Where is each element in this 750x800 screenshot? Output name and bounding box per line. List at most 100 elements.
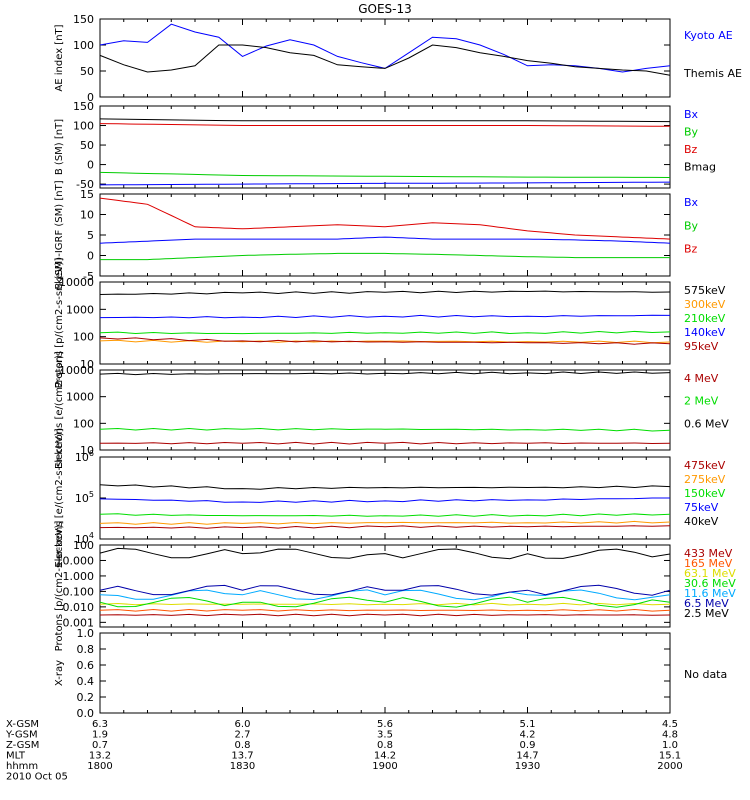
legend-label: Kyoto AE <box>684 29 733 42</box>
legend-label: Bmag <box>684 161 716 174</box>
legend-label: 150keV <box>684 487 726 500</box>
y-tick-label: 100 <box>73 417 94 430</box>
series-line-bx <box>99 236 671 244</box>
series-line-30-6-mev <box>99 596 671 608</box>
legend-label: 140keV <box>684 326 726 339</box>
y-tick-label: 0.0 <box>77 707 95 720</box>
footer-date: 2010 Oct 05 <box>6 772 68 783</box>
series-line-275kev <box>99 520 671 525</box>
series-line-0-6-mev <box>99 371 671 376</box>
footer-value: 0.9 <box>520 740 536 751</box>
y-tick-label: 0.2 <box>77 691 95 704</box>
legend-label: 95keV <box>684 340 719 353</box>
series-line-bz <box>99 197 671 240</box>
legend-label: Bz <box>684 243 698 256</box>
y-tick-label: 5 <box>87 229 94 242</box>
panel-frame <box>99 632 671 714</box>
legend-label: By <box>684 126 699 139</box>
y-tick-label: 150 <box>73 100 94 113</box>
series-line-4-mev <box>99 441 671 445</box>
y-axis-label: Electrons [e/(cm2-s-sr-keV)] <box>54 428 65 567</box>
footer-value: 1.0 <box>662 740 678 751</box>
legend: Kyoto AE Themis AE <box>683 29 742 80</box>
y-tick-label: 1000 <box>66 391 94 404</box>
panel-7: 0.0 0.2 0.4 0.6 0.8 1.0 X-ray No data <box>54 627 727 720</box>
y-tick-label: 0 <box>87 91 94 104</box>
series-line-575kev <box>99 290 671 295</box>
footer-value: 0.7 <box>92 740 108 751</box>
footer-value: 6.3 <box>92 719 108 730</box>
footer-value: 6.0 <box>235 719 251 730</box>
footer-value: 13.7 <box>231 751 253 762</box>
footer-row-label: Z-GSM <box>6 740 39 751</box>
series-line-140kev <box>99 314 671 319</box>
legend-label: Bx <box>684 196 699 209</box>
legend-label: 475keV <box>684 459 726 472</box>
y-tick-label: 10000 <box>59 364 94 377</box>
y-tick-label: 0.8 <box>77 643 95 656</box>
legend-label: 300keV <box>684 298 726 311</box>
footer-value: 0.8 <box>235 740 251 751</box>
y-tick-label: 0.010 <box>63 601 95 614</box>
legend: Bx By Bz Bmag <box>684 108 716 174</box>
y-tick-label: -5 <box>83 270 94 283</box>
y-tick-exponent: 6 <box>89 449 94 458</box>
legend-label: 210keV <box>684 312 726 325</box>
footer-value: 2.7 <box>235 730 251 741</box>
footer-value: 5.1 <box>520 719 536 730</box>
footer-value: 1930 <box>515 761 540 772</box>
y-axis-label: Protons [p/(cm2-s-sr-keV)] <box>54 521 65 652</box>
y-tick-label: -50 <box>76 178 94 191</box>
series-line-433-mev <box>99 613 671 617</box>
y-tick-label: 100 <box>73 331 94 344</box>
y-axis-label: Electrons [e/(cm2-s-sr)] <box>54 351 65 469</box>
y-tick-label: 1000 <box>66 303 94 316</box>
footer-value: 1.9 <box>92 730 108 741</box>
footer-value: 1830 <box>230 761 255 772</box>
panel-frame <box>99 281 671 365</box>
legend-label: Themis AE <box>683 67 742 80</box>
series-line-6-5-mev <box>99 584 671 596</box>
y-tick-label: 105 <box>75 490 94 505</box>
y-tick-label: 1.000 <box>63 570 95 583</box>
no-data-label: No data <box>684 668 727 681</box>
y-tick-label: 10000 <box>59 276 94 289</box>
y-tick-label: 0.001 <box>63 616 95 629</box>
y-tick-label: 150 <box>73 13 94 26</box>
y-axis-label: X-ray <box>54 660 65 686</box>
y-tick-label: 15 <box>80 188 94 201</box>
series-line-95kev <box>99 337 671 345</box>
y-tick-label: 1.0 <box>77 627 95 640</box>
legend-label: 75keV <box>684 501 719 514</box>
series-line-by <box>99 171 671 178</box>
legend-label: 2 MeV <box>684 395 719 408</box>
legend-label: Bx <box>684 108 699 121</box>
legend-label: 165 MeV <box>684 557 733 570</box>
y-tick-label: 10 <box>80 444 94 457</box>
y-tick-label: 0.100 <box>63 585 95 598</box>
panel-6: 0.001 0.010 0.100 1.000 10.000 100 Protons [p/… <box>54 521 736 652</box>
y-tick-label: 100 <box>73 120 94 133</box>
series-line-63-1-mev <box>99 602 671 606</box>
series-line-210kev <box>99 330 671 335</box>
series-line-150kev <box>99 513 671 517</box>
series-line-kyoto-ae <box>99 23 671 73</box>
footer-value: 4.2 <box>520 730 536 741</box>
series-line-165-mev <box>99 608 671 612</box>
y-tick-label: 100 <box>73 539 94 552</box>
legend-label: 6.5 MeV <box>684 597 729 610</box>
legend-label: 30.6 MeV <box>684 577 736 590</box>
legend-label: Bz <box>684 143 698 156</box>
footer-value: 1900 <box>372 761 397 772</box>
y-tick-exponent: 5 <box>89 490 94 499</box>
legend-label: 433 MeV <box>684 547 733 560</box>
y-axis-label: AE index [nT] <box>54 24 65 91</box>
footer-value: 5.6 <box>377 719 393 730</box>
y-tick-label: 0.6 <box>77 659 95 672</box>
footer-value: 14.7 <box>516 751 538 762</box>
series-line-bz <box>99 123 671 127</box>
y-tick-label: 50 <box>80 139 94 152</box>
